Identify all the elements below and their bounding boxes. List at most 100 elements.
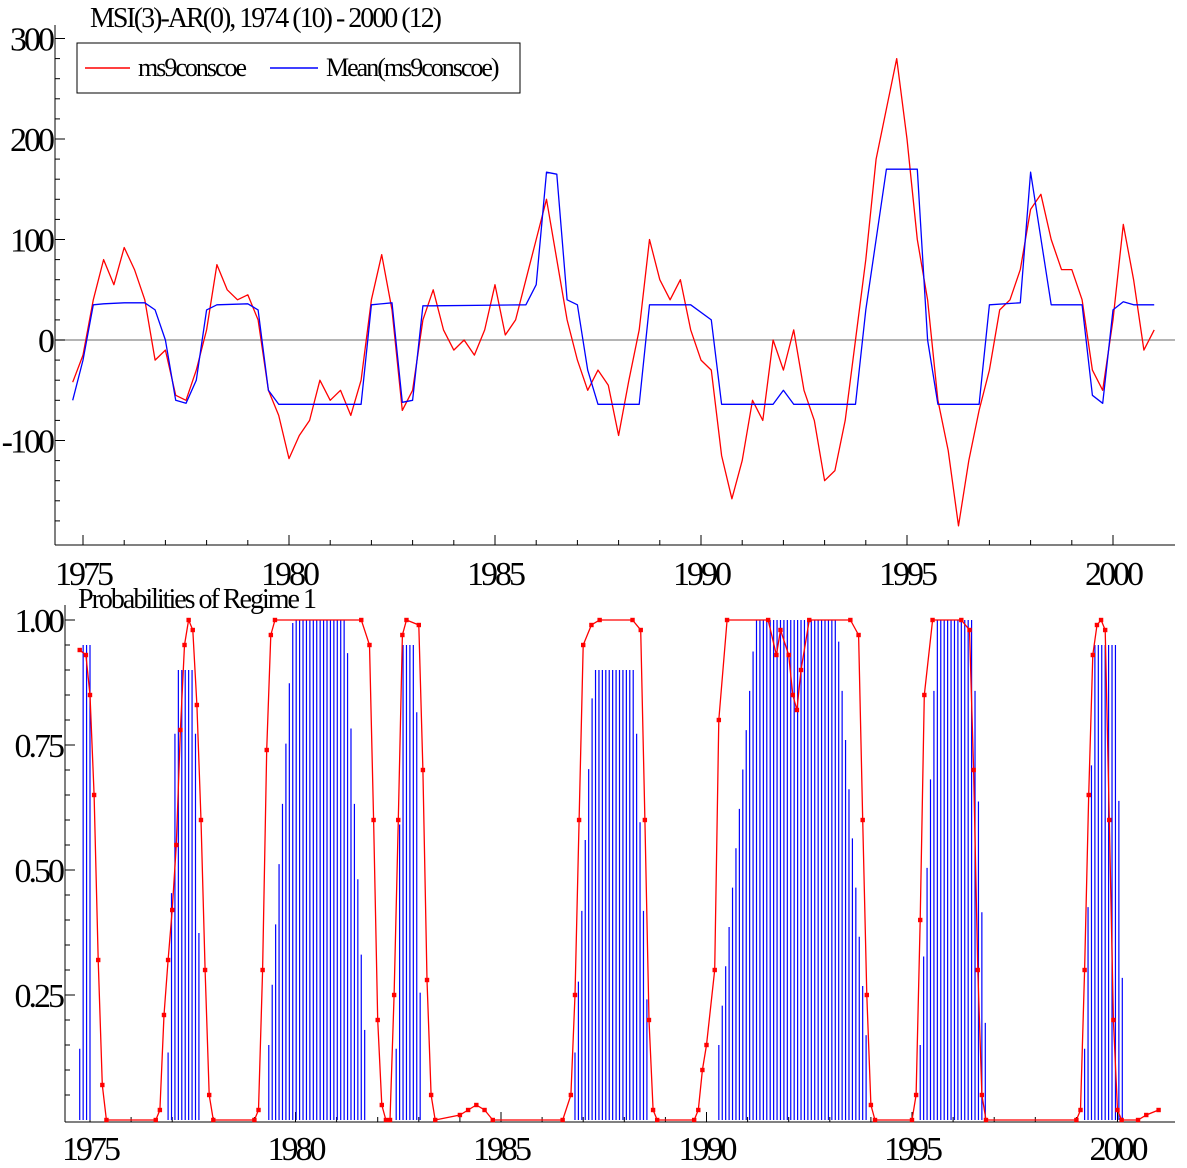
smoothed-point xyxy=(630,617,635,623)
smoothed-point xyxy=(983,1117,989,1123)
smoothed-point xyxy=(252,1117,257,1123)
smoothed-point xyxy=(696,1107,701,1113)
smoothed-point xyxy=(860,817,865,823)
bars-filtered xyxy=(79,620,1123,1120)
smoothed-point xyxy=(1086,792,1091,798)
smoothed-point xyxy=(1144,1112,1149,1118)
x-tick-label: 1990 xyxy=(679,1131,737,1168)
x-tick-label: 1995 xyxy=(879,556,937,593)
smoothed-point xyxy=(91,792,97,798)
smoothed-point xyxy=(1102,627,1108,633)
chart-title: MSI(3)-AR(0), 1974 (10) - 2000 (12) xyxy=(90,3,442,34)
legend-label-mean: Mean(ms9conscoe) xyxy=(326,53,499,82)
smoothed-point xyxy=(165,957,171,963)
smoothed-point xyxy=(971,767,976,773)
smoothed-point xyxy=(272,617,278,623)
smoothed-point xyxy=(77,647,82,653)
y-tick-label: 0.25 xyxy=(15,978,65,1015)
smoothed-point xyxy=(794,707,800,713)
smoothed-point xyxy=(379,1102,385,1108)
smoothed-point xyxy=(589,622,594,628)
smoothed-point xyxy=(691,1117,697,1123)
smoothed-point xyxy=(704,1042,709,1048)
smoothed-point xyxy=(1111,1017,1116,1023)
smoothed-point xyxy=(400,632,405,638)
series-line-mean-ms9conscoe xyxy=(72,168,1155,405)
series-line-ms9conscoe xyxy=(72,57,1155,527)
smoothed-point xyxy=(416,622,421,628)
smoothed-point xyxy=(654,1117,660,1123)
smoothed-point xyxy=(104,1117,109,1123)
y-tick-label: -100 xyxy=(2,424,54,461)
smoothed-point xyxy=(96,957,101,963)
smoothed-point xyxy=(182,642,187,648)
smoothed-point xyxy=(909,1117,915,1123)
smoothed-point xyxy=(798,667,804,673)
smoothed-point xyxy=(959,617,964,623)
smoothed-point xyxy=(568,1092,574,1098)
smoothed-point xyxy=(765,617,771,623)
smoothed-point xyxy=(650,1107,656,1113)
smoothed-point xyxy=(1098,617,1104,623)
y-tick-label: 0.75 xyxy=(15,728,65,765)
x-tick-label: 1990 xyxy=(673,556,731,593)
smoothed-point xyxy=(700,1067,705,1073)
smoothed-point xyxy=(404,617,409,623)
smoothed-point xyxy=(161,1012,167,1018)
smoothed-point xyxy=(178,727,183,733)
smoothed-point xyxy=(1115,1107,1120,1113)
smoothed-point xyxy=(576,817,582,823)
smoothed-point xyxy=(856,632,861,638)
smoothed-point xyxy=(465,1107,471,1113)
smoothed-markers xyxy=(77,617,1161,1123)
smoothed-point xyxy=(396,817,401,823)
legend-label-ms9conscoe: ms9conscoe xyxy=(138,53,247,82)
smoothed-point xyxy=(638,627,643,633)
smoothed-point xyxy=(1090,652,1096,658)
y-tick-label: 100 xyxy=(10,223,54,260)
smoothed-point xyxy=(490,1117,495,1123)
panel-bottom: 1.00 0.75 0.50 0.25 1975 1980 1985 1990 1995 2000… xyxy=(15,584,1175,1168)
smoothed-point xyxy=(433,1117,438,1123)
smoothed-point xyxy=(83,652,89,658)
smoothed-point xyxy=(975,967,980,973)
y-tick-label: 200 xyxy=(10,122,54,159)
smoothed-point xyxy=(383,1117,389,1123)
smoothed-point xyxy=(202,967,208,973)
smoothed-point xyxy=(572,992,578,998)
smoothed-point xyxy=(100,1082,105,1088)
smoothed-point xyxy=(581,642,586,648)
smoothed-point xyxy=(1074,1117,1079,1123)
x-tick-label: 1975 xyxy=(55,556,113,593)
smoothed-point xyxy=(268,632,274,638)
smoothed-point xyxy=(170,907,175,913)
x-tick-label: 1980 xyxy=(268,1131,326,1168)
smoothed-point xyxy=(774,652,779,658)
x-tick-label: 1985 xyxy=(473,1131,531,1168)
smoothed-point xyxy=(387,1117,393,1123)
smoothed-point xyxy=(190,627,195,633)
smoothed-point xyxy=(560,1117,565,1123)
smoothed-point xyxy=(642,817,648,823)
x-tick-label: 2000 xyxy=(1085,556,1143,593)
smoothed-point xyxy=(913,1092,919,1098)
legend: ms9conscoe Mean(ms9conscoe) xyxy=(76,42,521,94)
smoothed-point xyxy=(790,692,796,698)
x-tick-label: 2000 xyxy=(1090,1131,1148,1168)
smoothed-point xyxy=(206,1092,212,1098)
smoothed-point xyxy=(868,1102,874,1108)
smoothed-point xyxy=(930,617,935,623)
smoothed-point xyxy=(716,717,722,723)
x-tick-label: 1985 xyxy=(467,556,525,593)
smoothed-point xyxy=(428,1092,434,1098)
smoothed-point xyxy=(194,702,200,708)
smoothed-point xyxy=(153,1117,158,1123)
smoothed-point xyxy=(778,627,783,633)
smoothed-point xyxy=(786,652,791,658)
smoothed-point xyxy=(375,1017,380,1023)
smoothed-point xyxy=(1156,1107,1161,1113)
smoothed-point xyxy=(1094,622,1100,628)
smoothed-point xyxy=(918,917,923,923)
smoothed-point xyxy=(391,992,397,998)
